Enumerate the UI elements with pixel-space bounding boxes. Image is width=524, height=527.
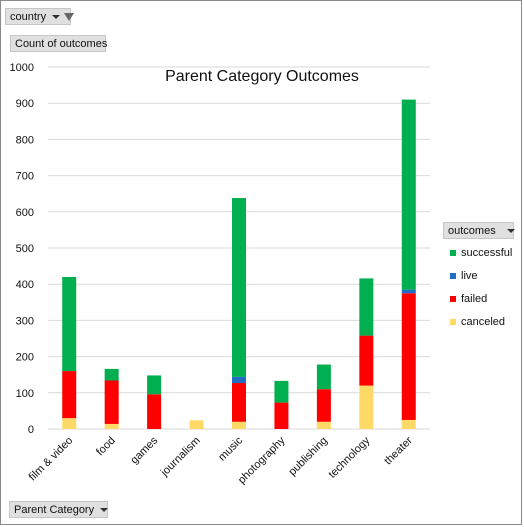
y-tick-label: 800 xyxy=(16,134,34,146)
country-filter-button[interactable]: country xyxy=(5,8,75,25)
bar-segment-failed xyxy=(401,293,416,420)
y-tick-label: 300 xyxy=(16,315,34,327)
bars xyxy=(62,99,416,429)
bar-segment-failed xyxy=(232,383,246,422)
x-tick-label: theater xyxy=(382,434,415,467)
filter-funnel-icon xyxy=(64,13,75,22)
legend-field-button[interactable]: outcomes xyxy=(443,222,515,239)
x-tick-label: food xyxy=(94,435,118,459)
y-tick-label: 400 xyxy=(16,279,34,291)
bar-segment-live xyxy=(401,289,416,294)
bar-segment-canceled xyxy=(316,421,331,429)
legend-swatch xyxy=(450,273,456,280)
bar-segment-failed xyxy=(104,380,119,424)
legend-item-failed: failed xyxy=(450,292,487,306)
bar-segment-successful xyxy=(274,380,289,403)
chevron-down-icon xyxy=(52,15,61,20)
bar-segment-live xyxy=(232,376,246,384)
bar-segment-failed xyxy=(62,371,77,419)
bar-segment-successful xyxy=(232,198,246,377)
bar-segment-canceled xyxy=(189,420,204,429)
y-tick-label: 600 xyxy=(16,207,34,219)
bar-segment-canceled xyxy=(359,385,374,429)
bar-segment-successful xyxy=(104,368,119,381)
axis-field-button[interactable]: Parent Category xyxy=(9,501,109,518)
bar-segment-canceled xyxy=(104,423,119,429)
legend-swatch xyxy=(450,296,456,303)
y-tick-label: 100 xyxy=(16,388,34,400)
legend-label: canceled xyxy=(461,316,506,328)
bar-segment-canceled xyxy=(62,418,77,429)
values-field-button[interactable]: Count of outcomes xyxy=(10,35,108,52)
x-tick-label: music xyxy=(216,434,245,463)
legend-field-label: outcomes xyxy=(448,225,496,237)
y-tick-label: 700 xyxy=(16,171,34,183)
legend-label: failed xyxy=(461,293,488,305)
bar-segment-successful xyxy=(316,364,331,390)
chart-title: Parent Category Outcomes xyxy=(165,68,359,85)
bar-segment-failed xyxy=(147,394,162,429)
bar-segment-canceled xyxy=(232,421,246,429)
legend-item-successful: successful xyxy=(450,246,512,260)
chevron-down-icon xyxy=(100,508,109,513)
legend-swatch xyxy=(450,250,456,257)
legend-label: successful xyxy=(461,247,513,259)
y-tick-label: 1000 xyxy=(10,62,34,74)
y-tick-label: 200 xyxy=(16,352,34,364)
country-filter-label: country xyxy=(10,11,47,23)
legend-item-live: live xyxy=(450,269,478,283)
bar-segment-canceled xyxy=(401,419,416,429)
x-tick-label: games xyxy=(128,434,160,466)
x-tick-label: journalism xyxy=(158,435,203,480)
y-axis-ticks: 0 100 200 300 400 500 600 700 800 900 1000 xyxy=(10,62,34,436)
legend-item-canceled: canceled xyxy=(450,315,505,329)
bar-segment-failed xyxy=(274,402,289,429)
y-tick-label: 500 xyxy=(16,243,34,255)
values-field-label: Count of outcomes xyxy=(15,38,108,50)
bar-segment-failed xyxy=(316,389,331,422)
legend-swatch xyxy=(450,319,456,326)
y-tick-label: 0 xyxy=(28,424,34,436)
bar-segment-successful xyxy=(359,278,374,336)
x-tick-label: film & video xyxy=(27,435,76,484)
bar-segment-failed xyxy=(359,335,374,386)
x-tick-label: technology xyxy=(326,434,372,480)
legend-label: live xyxy=(461,270,478,282)
bar-segment-successful xyxy=(147,375,162,395)
bar-segment-successful xyxy=(62,276,77,372)
chevron-down-icon xyxy=(506,229,515,234)
bar-segment-successful xyxy=(401,99,416,290)
axis-field-label: Parent Category xyxy=(14,504,95,516)
y-tick-label: 900 xyxy=(16,98,34,110)
x-tick-label: publishing xyxy=(286,435,330,479)
